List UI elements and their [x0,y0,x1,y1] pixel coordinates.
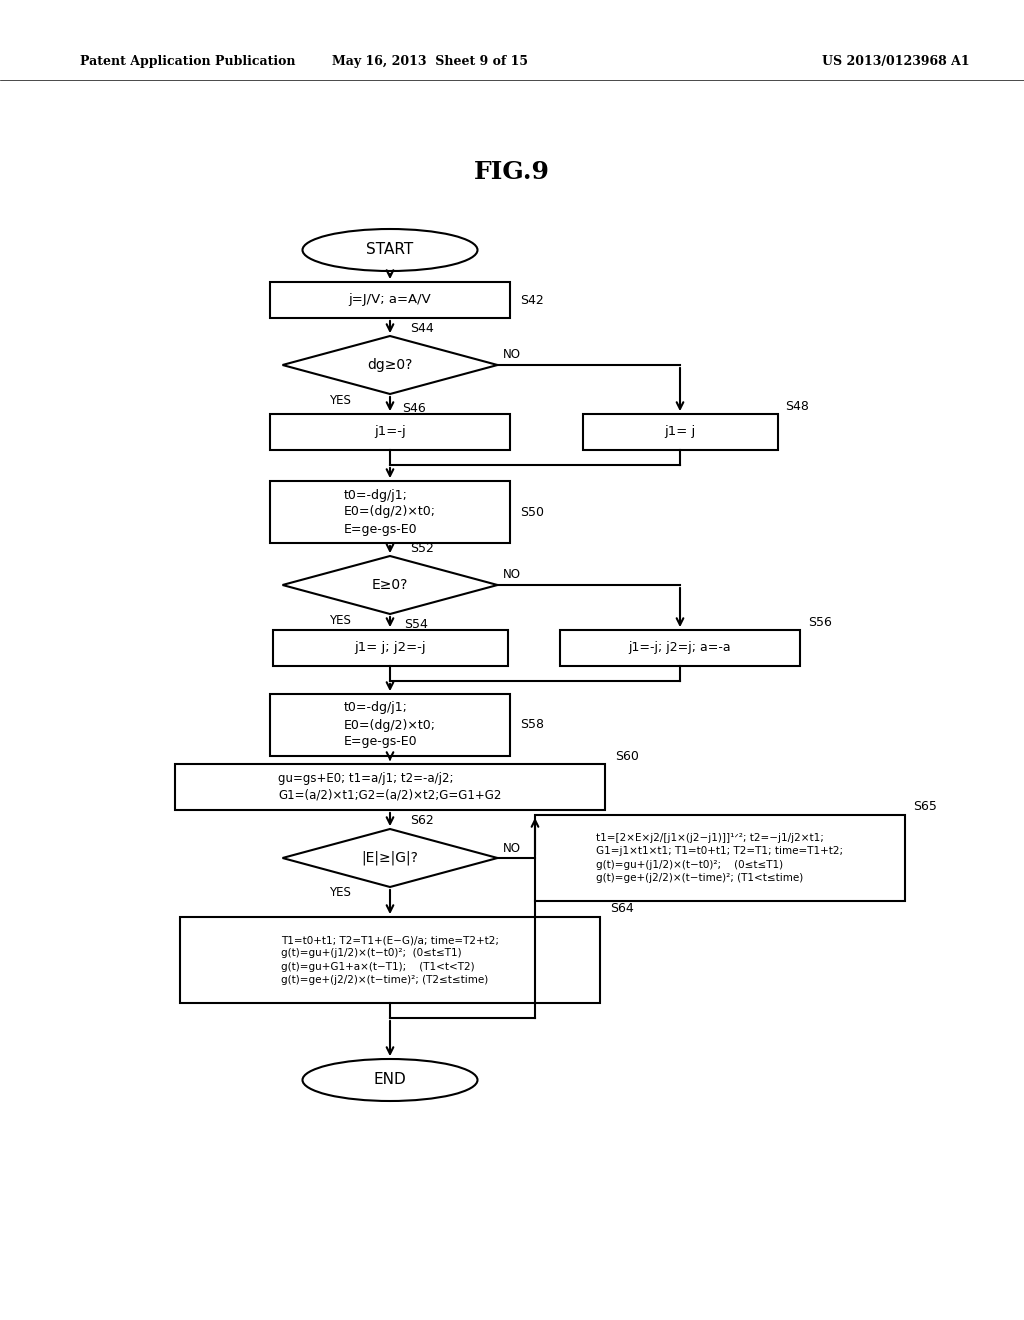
FancyBboxPatch shape [535,814,905,902]
FancyBboxPatch shape [270,414,510,450]
FancyBboxPatch shape [583,414,777,450]
Text: S50: S50 [520,506,544,519]
Text: NO: NO [503,842,520,854]
Text: YES: YES [329,393,351,407]
Polygon shape [283,556,498,614]
Text: S56: S56 [808,615,831,628]
Text: S65: S65 [913,800,937,813]
FancyBboxPatch shape [272,630,508,667]
Text: S52: S52 [410,541,434,554]
Text: t0=-dg/j1;
E0=(dg/2)×t0;
E=ge-gs-E0: t0=-dg/j1; E0=(dg/2)×t0; E=ge-gs-E0 [344,488,436,536]
Text: S64: S64 [610,903,634,916]
Ellipse shape [302,1059,477,1101]
Text: j1= j: j1= j [665,425,695,438]
FancyBboxPatch shape [175,764,605,810]
Text: FIG.9: FIG.9 [474,160,550,183]
Polygon shape [283,829,498,887]
Text: Patent Application Publication: Patent Application Publication [80,55,296,69]
Ellipse shape [302,228,477,271]
Text: S60: S60 [615,750,639,763]
Text: NO: NO [503,569,520,582]
Text: t1=[2×E×j2/[j1×(j2−j1)]]¹ᐟ²; t2=−j1/j2×t1;
G1=j1×t1×t1; T1=t0+t1; T2=T1; time=T1: t1=[2×E×j2/[j1×(j2−j1)]]¹ᐟ²; t2=−j1/j2×t… [596,833,844,883]
Text: j1=-j: j1=-j [374,425,406,438]
Text: YES: YES [329,887,351,899]
Text: E≥0?: E≥0? [372,578,409,591]
FancyBboxPatch shape [180,917,600,1003]
Text: END: END [374,1072,407,1088]
Text: |E|≥|G|?: |E|≥|G|? [361,851,419,865]
Text: S48: S48 [785,400,809,412]
FancyBboxPatch shape [560,630,800,667]
Text: j1= j; j2=-j: j1= j; j2=-j [354,642,426,655]
Text: S62: S62 [410,814,434,828]
Text: May 16, 2013  Sheet 9 of 15: May 16, 2013 Sheet 9 of 15 [332,55,528,69]
Text: t0=-dg/j1;
E0=(dg/2)×t0;
E=ge-gs-E0: t0=-dg/j1; E0=(dg/2)×t0; E=ge-gs-E0 [344,701,436,748]
Text: T1=t0+t1; T2=T1+(E−G)/a; time=T2+t2;
g(t)=gu+(j1/2)×(t−t0)²;  (0≤t≤T1)
g(t)=gu+G: T1=t0+t1; T2=T1+(E−G)/a; time=T2+t2; g(t… [281,935,499,985]
Polygon shape [283,337,498,393]
Text: j=J/V; a=A/V: j=J/V; a=A/V [348,293,431,306]
Text: S54: S54 [404,618,428,631]
Text: gu=gs+E0; t1=a/j1; t2=-a/j2;
G1=(a/2)×t1;G2=(a/2)×t2;G=G1+G2: gu=gs+E0; t1=a/j1; t2=-a/j2; G1=(a/2)×t1… [279,772,502,803]
Text: S44: S44 [410,322,434,334]
Text: j1=-j; j2=j; a=-a: j1=-j; j2=j; a=-a [629,642,731,655]
Text: dg≥0?: dg≥0? [368,358,413,372]
FancyBboxPatch shape [270,694,510,756]
Text: START: START [367,243,414,257]
Text: S42: S42 [520,293,544,306]
FancyBboxPatch shape [270,282,510,318]
Text: US 2013/0123968 A1: US 2013/0123968 A1 [822,55,970,69]
Text: S58: S58 [520,718,544,731]
FancyBboxPatch shape [270,480,510,543]
Text: YES: YES [329,614,351,627]
Text: S46: S46 [402,401,426,414]
Text: NO: NO [503,348,520,362]
